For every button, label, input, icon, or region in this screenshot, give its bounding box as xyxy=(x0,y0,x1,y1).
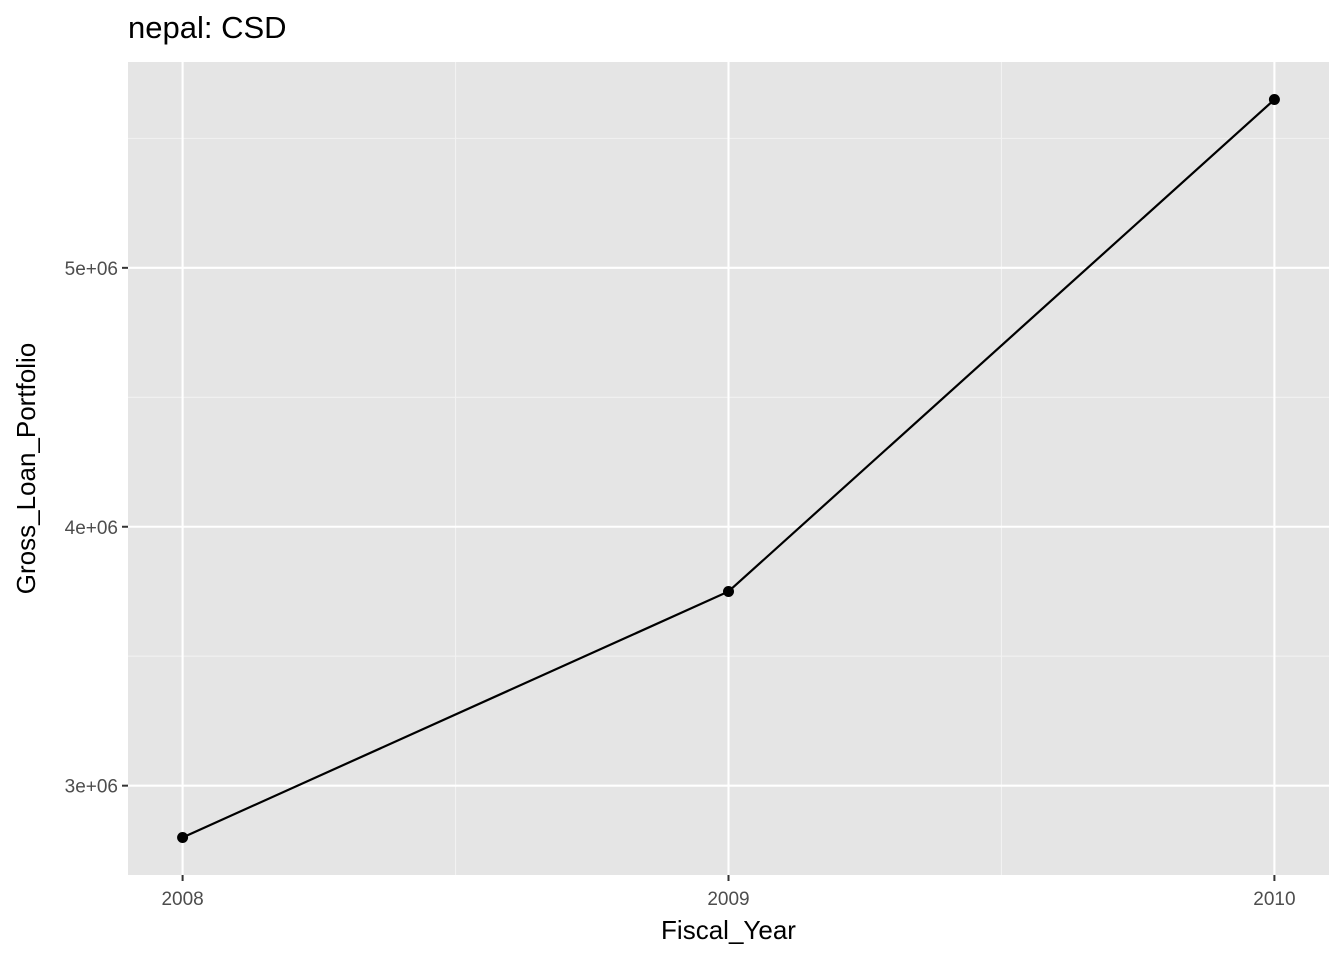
major-gridlines xyxy=(128,62,1329,875)
series-layer xyxy=(177,94,1280,843)
data-point xyxy=(177,831,189,843)
y-axis-title: Gross_Loan_Portfolio xyxy=(11,343,41,594)
y-tick-label: 4e+06 xyxy=(65,518,118,539)
x-tick-label: 2009 xyxy=(707,889,749,910)
data-point xyxy=(723,585,734,597)
data-point xyxy=(1268,94,1280,106)
axis-layer: 2008 2009 2010 3e+06 4e+06 5e+06 xyxy=(65,259,1296,910)
x-axis-title: Fiscal_Year xyxy=(661,915,796,945)
y-tick-label: 5e+06 xyxy=(65,259,118,280)
x-tick-label: 2008 xyxy=(161,889,203,910)
y-tick-label: 3e+06 xyxy=(65,777,118,798)
chart-title: nepal: CSD xyxy=(128,10,287,45)
x-tick-label: 2010 xyxy=(1253,889,1295,910)
